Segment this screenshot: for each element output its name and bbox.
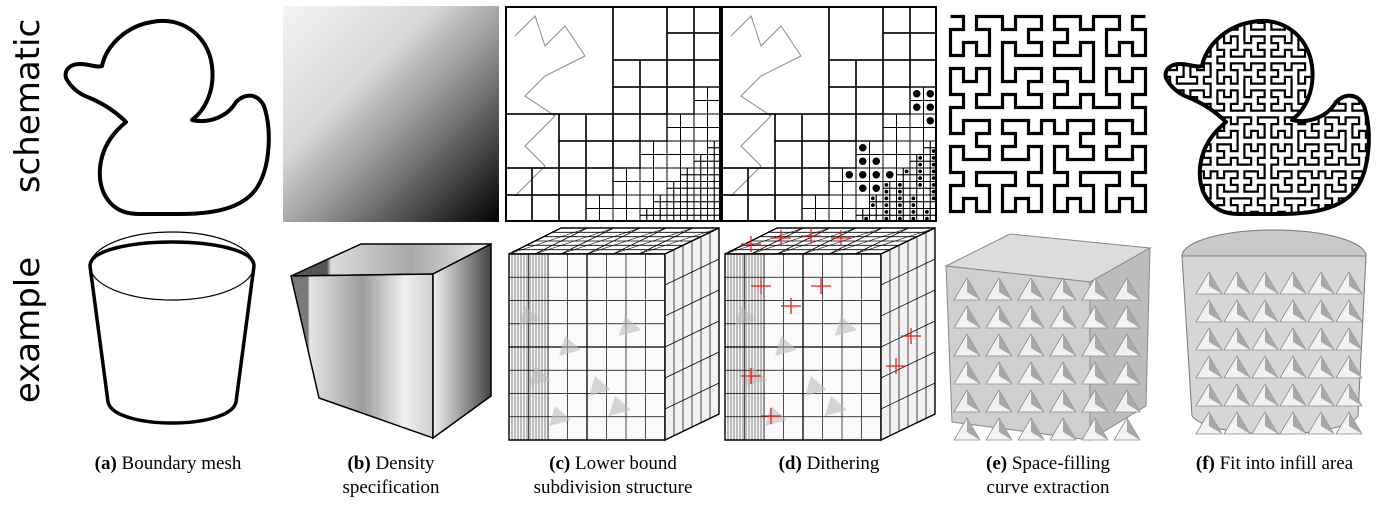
caption-b-letter: (b) [347,453,371,474]
caption-d-letter: (d) [778,453,802,474]
panel-a-schematic-duck [60,6,276,222]
caption-c-text: Lower bound subdivision structure [533,453,693,498]
panel-e-example-infill-block [940,226,1156,442]
caption-c-letter: (c) [549,453,571,474]
panel-d-example-dithering-cube [721,226,937,442]
row-label-example: example [8,256,48,404]
caption-c: (c) Lower bound subdivision structure [505,452,721,500]
caption-b: (b) Density specification [283,452,499,500]
caption-e-text: Space-filling curve extraction [986,453,1110,498]
panel-c-schematic-subdivision [505,6,721,222]
caption-f-letter: (f) [1195,453,1215,474]
caption-a-letter: (a) [94,453,117,474]
caption-d-text: Dithering [806,453,880,474]
panel-f-example-infill-cylinder [1170,226,1386,442]
caption-a: (a) Boundary mesh [60,452,276,476]
caption-a-text: Boundary mesh [121,453,242,474]
caption-e: (e) Space-filling curve extraction [940,452,1156,500]
panel-d-schematic-dithering [721,6,937,222]
row-label-schematic: schematic [8,18,48,194]
caption-b-text: Density specification [342,453,440,498]
panel-b-schematic-gradient [283,6,499,222]
caption-e-letter: (e) [986,453,1008,474]
caption-f: (f) Fit into infill area [1160,452,1389,476]
caption-f-text: Fit into infill area [1219,453,1354,474]
panel-f-schematic-fitted-duck [1160,6,1376,222]
caption-d: (d) Dithering [721,452,937,476]
panel-e-schematic-curve [940,6,1156,222]
panel-b-example-density-cube [283,226,499,442]
panel-a-example-cylinder [80,226,296,442]
panel-c-example-subdivision-cube [505,226,721,442]
